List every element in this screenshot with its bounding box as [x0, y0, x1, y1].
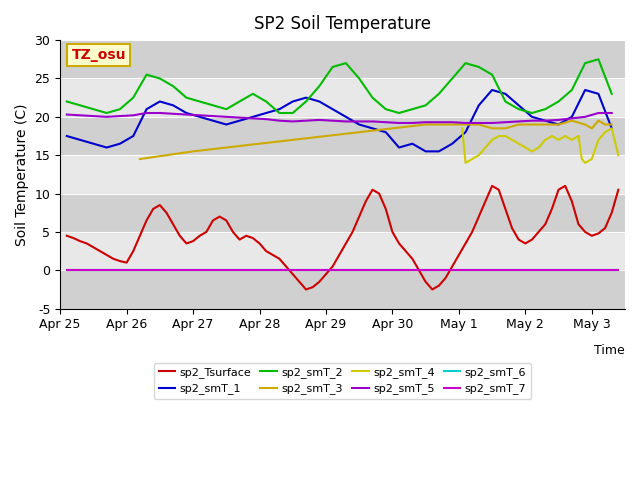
Bar [60, 117, 625, 155]
Text: Time: Time [595, 344, 625, 357]
Bar [60, 270, 625, 309]
Title: SP2 Soil Temperature: SP2 Soil Temperature [254, 15, 431, 33]
Y-axis label: Soil Temperature (C): Soil Temperature (C) [15, 103, 29, 246]
Legend: sp2_Tsurface, sp2_smT_1, sp2_smT_2, sp2_smT_3, sp2_smT_4, sp2_smT_5, sp2_smT_6, : sp2_Tsurface, sp2_smT_1, sp2_smT_2, sp2_… [154, 362, 531, 399]
Bar [60, 193, 625, 232]
Text: TZ_osu: TZ_osu [72, 48, 126, 62]
Bar [60, 40, 625, 78]
